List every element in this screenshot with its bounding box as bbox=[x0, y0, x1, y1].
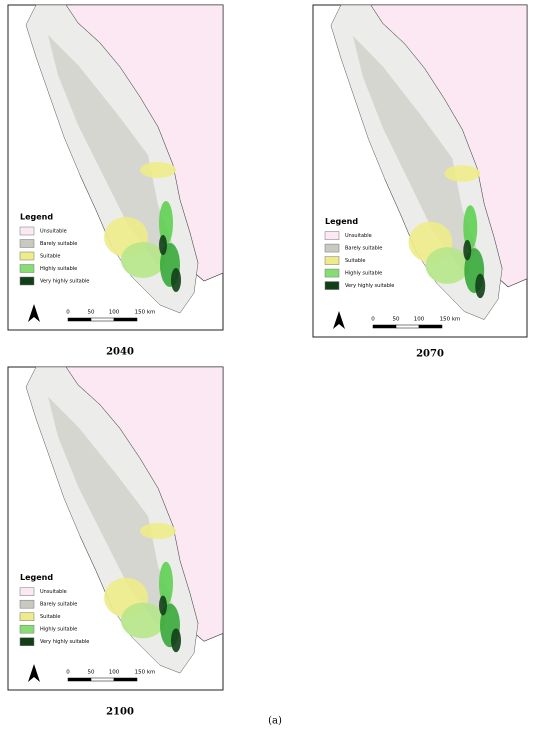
legend-swatch bbox=[19, 624, 35, 634]
suitability-patch bbox=[171, 268, 181, 292]
legend-label: Highly suitable bbox=[40, 266, 77, 272]
suitability-patch bbox=[121, 242, 165, 278]
scale-label: 50 bbox=[88, 670, 95, 676]
suitability-patch bbox=[463, 239, 472, 261]
year-label: 2100 bbox=[106, 707, 134, 718]
map-panel: Legend Unsuitable Barely suitable Suitable H… bbox=[312, 4, 528, 338]
north-arrow bbox=[333, 311, 345, 329]
suitability-patch bbox=[475, 273, 486, 299]
scale-label: 150 km bbox=[440, 317, 461, 323]
legend-swatch bbox=[19, 251, 35, 261]
caption: (a) bbox=[268, 716, 282, 727]
scale-label: 0 bbox=[66, 310, 70, 316]
scale-label: 150 km bbox=[135, 670, 156, 676]
legend-label: Unsuitable bbox=[40, 229, 67, 235]
legend-label: Suitable bbox=[40, 614, 60, 620]
legend-label: Very highly suitable bbox=[40, 279, 89, 285]
legend-label: Very highly suitable bbox=[345, 283, 394, 289]
map-panel: Legend Unsuitable Barely suitable Suitable H… bbox=[7, 4, 224, 331]
legend: Legend Unsuitable Barely suitable Suitable H… bbox=[19, 573, 89, 646]
legend-label: Barely suitable bbox=[40, 602, 77, 608]
barely-suitable-area bbox=[48, 396, 173, 626]
scale-label: 0 bbox=[371, 317, 375, 323]
legend-swatch bbox=[19, 599, 35, 609]
suitability-patch bbox=[159, 595, 167, 616]
legend-label: Barely suitable bbox=[345, 246, 382, 252]
scale-label: 50 bbox=[393, 317, 400, 323]
scale-label: 50 bbox=[88, 310, 95, 316]
legend-label: Highly suitable bbox=[40, 627, 77, 633]
barely-suitable-area bbox=[48, 35, 173, 265]
suitability-patch bbox=[463, 205, 478, 251]
legend-label: Barely suitable bbox=[40, 241, 77, 247]
legend: Legend Unsuitable Barely suitable Suitable H… bbox=[19, 213, 89, 286]
suitability-patch bbox=[425, 247, 470, 284]
suitability-patch bbox=[140, 162, 176, 178]
scale-segment bbox=[395, 324, 420, 329]
legend-label: Suitable bbox=[345, 258, 365, 264]
legend-swatch bbox=[19, 239, 35, 248]
legend-swatch bbox=[324, 231, 340, 240]
legend-swatch bbox=[19, 587, 35, 596]
suitability-patch bbox=[159, 201, 173, 245]
north-arrow bbox=[28, 304, 40, 322]
year-label: 2070 bbox=[416, 349, 444, 360]
legend-swatch bbox=[19, 612, 35, 621]
scale-segment bbox=[67, 677, 92, 682]
legend: Legend Unsuitable Barely suitable Suitable H… bbox=[324, 217, 394, 290]
legend-label: Unsuitable bbox=[345, 233, 372, 239]
scale-segment bbox=[67, 317, 92, 322]
scale-segment bbox=[113, 317, 138, 322]
scale-label: 150 km bbox=[135, 310, 156, 316]
scale-label: 100 bbox=[414, 317, 425, 323]
scale-segment bbox=[90, 317, 115, 322]
scale-label: 100 bbox=[109, 670, 120, 676]
suitability-patch bbox=[444, 165, 481, 182]
legend-swatch bbox=[324, 256, 340, 265]
legend-swatch bbox=[19, 276, 35, 286]
legend-title: Legend bbox=[20, 213, 53, 222]
map-panel: Legend Unsuitable Barely suitable Suitable H… bbox=[7, 366, 224, 691]
year-label: 2040 bbox=[106, 347, 134, 358]
legend-swatch bbox=[324, 281, 340, 290]
legend-swatch bbox=[19, 226, 35, 236]
scale-segment bbox=[372, 324, 397, 329]
legend-label: Unsuitable bbox=[40, 589, 67, 595]
legend-swatch bbox=[19, 264, 35, 273]
scale-label: 100 bbox=[109, 310, 120, 316]
scale-segment bbox=[90, 677, 115, 682]
legend-swatch bbox=[324, 268, 340, 278]
suitability-patch bbox=[171, 628, 181, 653]
suitability-patch bbox=[159, 561, 173, 606]
scale-segment bbox=[418, 324, 443, 329]
legend-label: Highly suitable bbox=[345, 271, 382, 277]
legend-swatch bbox=[19, 637, 35, 646]
suitability-patch bbox=[140, 523, 176, 539]
legend-title: Legend bbox=[325, 217, 358, 226]
scale-segment bbox=[113, 677, 138, 682]
scale-label: 0 bbox=[66, 670, 70, 676]
north-arrow bbox=[28, 664, 40, 682]
legend-title: Legend bbox=[20, 573, 53, 582]
barely-suitable-area bbox=[352, 35, 478, 271]
suitability-patch bbox=[121, 602, 165, 639]
legend-label: Suitable bbox=[40, 254, 60, 260]
legend-swatch bbox=[324, 243, 340, 253]
suitability-patch bbox=[159, 235, 167, 255]
legend-label: Very highly suitable bbox=[40, 639, 89, 645]
